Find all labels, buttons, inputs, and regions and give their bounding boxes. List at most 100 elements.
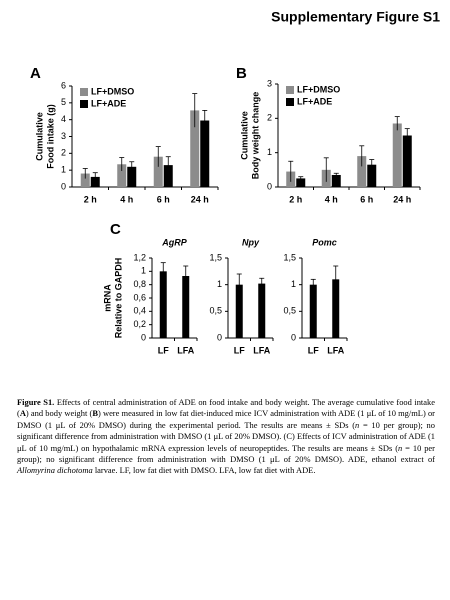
error-bar bbox=[298, 176, 304, 181]
y-tick-label: 0,5 bbox=[283, 306, 296, 316]
error-bar bbox=[160, 262, 166, 280]
x-tick-label: 6 h bbox=[360, 194, 373, 204]
y-tick-label: 1 bbox=[217, 279, 222, 289]
bar bbox=[159, 271, 167, 338]
bar bbox=[367, 164, 377, 187]
y-tick-label: 1 bbox=[291, 279, 296, 289]
y-axis-label: Relative to GAPDH bbox=[113, 258, 123, 339]
error-bar bbox=[288, 160, 294, 182]
caption-label: Figure S1. bbox=[17, 397, 55, 407]
x-tick-label: LF bbox=[234, 345, 245, 355]
caption: Figure S1. Effects of central administra… bbox=[17, 397, 435, 477]
x-tick-label: LF bbox=[158, 345, 169, 355]
y-axis-label: Cumulative bbox=[34, 112, 44, 161]
y-axis-label: mRNA bbox=[102, 284, 112, 312]
error-bar bbox=[165, 156, 171, 174]
y-tick-label: 5 bbox=[61, 97, 66, 107]
y-tick-label: 0 bbox=[291, 332, 296, 342]
y-tick-label: 1,5 bbox=[283, 252, 296, 262]
y-tick-label: 1 bbox=[141, 266, 146, 276]
x-tick-label: 24 h bbox=[393, 194, 411, 204]
chart-title: Pomc bbox=[312, 237, 337, 247]
error-bar bbox=[92, 172, 98, 182]
caption-text: Effects of central administration of ADE… bbox=[17, 397, 435, 419]
y-tick-label: 0,8 bbox=[133, 279, 146, 289]
error-bar bbox=[404, 128, 410, 143]
panel-label: C bbox=[110, 221, 121, 238]
caption-text: n bbox=[355, 419, 360, 430]
bar bbox=[402, 135, 412, 187]
x-tick-label: 4 h bbox=[325, 194, 338, 204]
error-bar bbox=[119, 157, 125, 172]
error-bar bbox=[323, 157, 329, 182]
error-bar bbox=[259, 277, 265, 289]
bar bbox=[258, 283, 266, 338]
y-tick-label: 3 bbox=[61, 131, 66, 141]
figure-title: Supplementary Figure S1 bbox=[271, 9, 440, 25]
x-tick-label: LF bbox=[308, 345, 319, 355]
bar bbox=[235, 284, 243, 338]
bar bbox=[80, 173, 90, 187]
x-tick-label: LFA bbox=[327, 345, 344, 355]
caption-text: A bbox=[19, 408, 26, 419]
bar bbox=[163, 165, 173, 187]
y-tick-label: 2 bbox=[61, 148, 66, 158]
y-tick-label: 0 bbox=[61, 181, 66, 191]
error-bar bbox=[333, 172, 339, 177]
legend-swatch bbox=[80, 100, 88, 108]
caption-text: = 10 per group); no significant differen… bbox=[17, 419, 435, 453]
legend-swatch bbox=[286, 98, 294, 106]
error-bar bbox=[183, 265, 189, 286]
bar bbox=[357, 156, 367, 187]
error-bar bbox=[310, 278, 316, 290]
chart-title: AgRP bbox=[161, 237, 187, 247]
error-bar bbox=[192, 93, 198, 128]
error-bar bbox=[236, 273, 242, 296]
y-axis-label: Cumulative bbox=[239, 111, 249, 160]
error-bar bbox=[202, 110, 208, 131]
bar bbox=[331, 174, 341, 187]
y-tick-label: 4 bbox=[61, 114, 66, 124]
caption-text: larvae. LF, low fat diet with DMSO. LFA,… bbox=[92, 465, 316, 476]
y-tick-label: 1 bbox=[61, 165, 66, 175]
y-tick-label: 0 bbox=[141, 332, 146, 342]
legend-swatch bbox=[80, 88, 88, 96]
y-tick-label: 0,5 bbox=[209, 306, 222, 316]
y-tick-label: 1 bbox=[267, 147, 272, 157]
x-tick-label: LFA bbox=[253, 345, 270, 355]
x-tick-label: 6 h bbox=[157, 194, 170, 204]
y-tick-label: 1,5 bbox=[209, 252, 222, 262]
y-tick-label: 3 bbox=[267, 78, 272, 88]
legend-label: LF+DMSO bbox=[297, 84, 340, 94]
caption-text: n bbox=[398, 442, 403, 453]
bar bbox=[127, 166, 137, 187]
y-axis-label: Food intake (g) bbox=[45, 104, 55, 169]
y-axis-label: Body weight change bbox=[250, 92, 260, 180]
bar bbox=[190, 110, 200, 187]
y-tick-label: 0,4 bbox=[133, 306, 146, 316]
y-tick-label: 6 bbox=[61, 80, 66, 90]
bar bbox=[392, 123, 402, 187]
y-tick-label: 0 bbox=[217, 332, 222, 342]
y-tick-label: 0 bbox=[267, 181, 272, 191]
bar bbox=[117, 164, 127, 187]
caption-text: ) were measured in low fat diet-induced … bbox=[17, 408, 435, 430]
y-tick-label: 0,6 bbox=[133, 292, 146, 302]
y-tick-label: 1,2 bbox=[133, 252, 146, 262]
error-bar bbox=[82, 168, 88, 179]
legend-swatch bbox=[286, 86, 294, 94]
caption-text: = 10 per group); no significant differen… bbox=[17, 442, 435, 465]
panel-label: B bbox=[236, 65, 247, 82]
error-bar bbox=[359, 145, 365, 167]
bar bbox=[332, 279, 340, 338]
panel-label: A bbox=[30, 65, 41, 82]
caption-text: ) and body weight ( bbox=[25, 408, 93, 419]
x-tick-label: 2 h bbox=[84, 194, 97, 204]
error-bar bbox=[394, 116, 400, 131]
error-bar bbox=[155, 146, 161, 167]
error-bar bbox=[333, 265, 339, 293]
x-tick-label: 4 h bbox=[120, 194, 133, 204]
x-tick-label: 2 h bbox=[289, 194, 302, 204]
